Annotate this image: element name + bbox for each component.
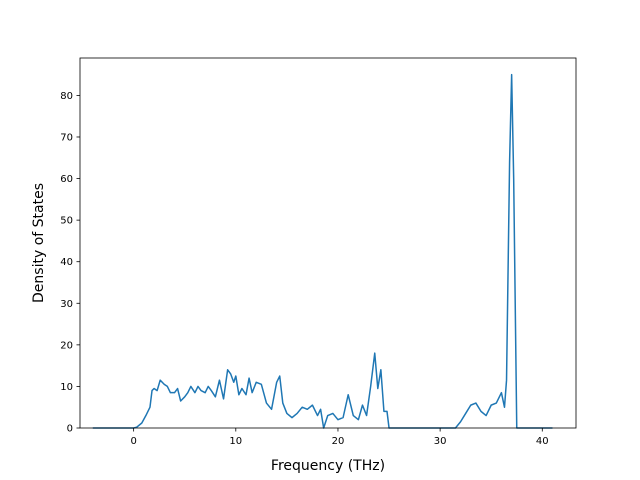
y-tick-label: 70 — [60, 132, 73, 143]
y-tick-label: 20 — [60, 340, 73, 351]
y-tick-label: 50 — [60, 216, 73, 227]
x-tick-label: 0 — [130, 436, 136, 447]
dos-series-line-0 — [92, 73, 553, 429]
y-axis-ticks: 0 10 20 30 40 50 60 70 80 — [60, 91, 80, 435]
y-tick-label: 60 — [60, 174, 73, 185]
x-axis-ticks: 0 10 20 30 40 — [130, 428, 549, 447]
x-tick-label: 20 — [332, 436, 345, 447]
x-tick-label: 10 — [229, 436, 242, 447]
y-tick-label: 30 — [60, 299, 73, 310]
y-tick-label: 0 — [67, 424, 73, 435]
x-tick-label: 40 — [536, 436, 549, 447]
y-axis-label: Density of States — [31, 183, 47, 303]
series-layer — [92, 73, 553, 429]
x-tick-label: 30 — [434, 436, 447, 447]
x-axis-label: Frequency (THz) — [271, 458, 385, 474]
plot-background — [80, 58, 576, 428]
plot-frame — [79, 57, 577, 429]
y-tick-label: 80 — [60, 91, 73, 102]
y-tick-label: 10 — [60, 382, 73, 393]
y-tick-label: 40 — [60, 257, 73, 268]
